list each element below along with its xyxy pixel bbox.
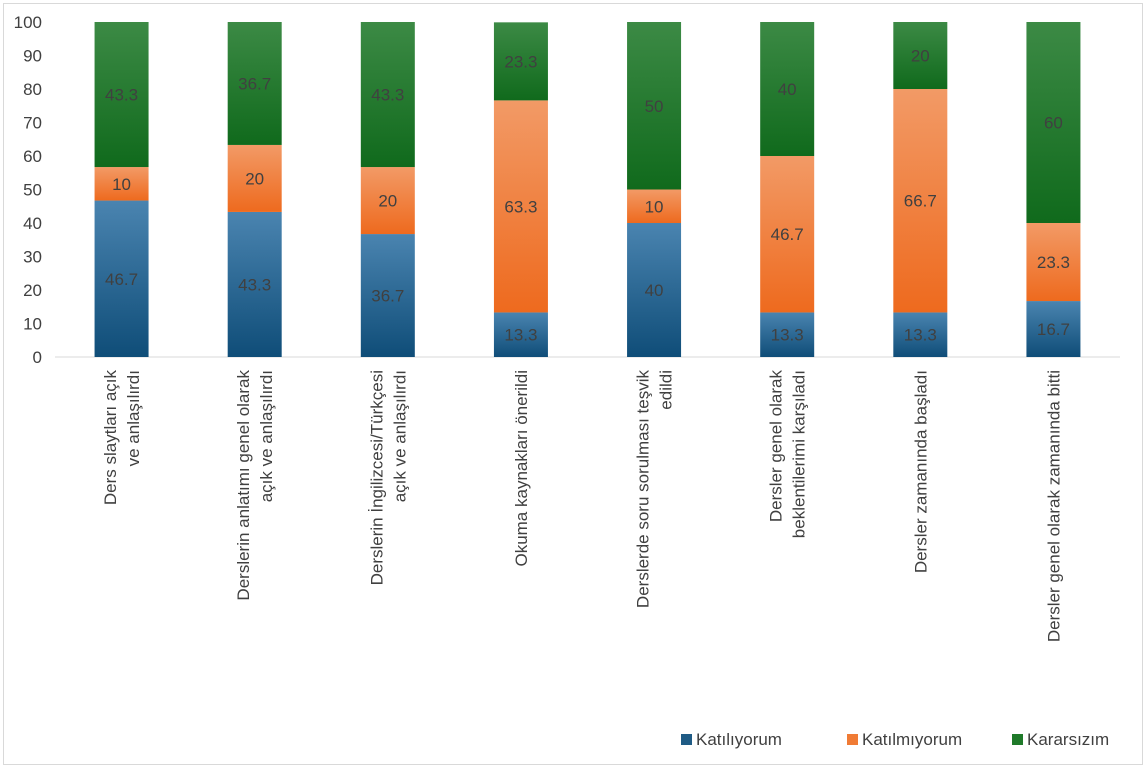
data-label-katilmiyorum-6: 46.7 bbox=[771, 225, 804, 244]
data-label-katilmiyorum-3: 20 bbox=[378, 192, 397, 211]
data-label-katilmiyorum-5: 10 bbox=[645, 197, 664, 216]
bar-katiliyorum-7 bbox=[893, 312, 948, 357]
data-label-kararsizim-7: 20 bbox=[911, 47, 930, 66]
legend-swatch-katiliyorum bbox=[681, 734, 692, 745]
y-tick-label-100: 100 bbox=[14, 13, 42, 32]
category-label-line: Ders slaytları açık bbox=[101, 370, 120, 506]
bar-kararsizim-6 bbox=[760, 22, 815, 156]
data-label-kararsizim-6: 40 bbox=[778, 80, 797, 99]
bar-katiliyorum-5 bbox=[627, 223, 682, 357]
category-label-1: Ders slaytları açık ve anlaşılırdı bbox=[101, 370, 143, 506]
data-label-kararsizim-1: 43.3 bbox=[105, 86, 138, 105]
legend-label-katiliyorum: Katılıyorum bbox=[696, 730, 782, 749]
category-label-line: Dersler genel olarak bbox=[767, 370, 786, 523]
data-label-katiliyorum-8: 16.7 bbox=[1037, 320, 1070, 339]
y-tick-label-60: 60 bbox=[23, 147, 42, 166]
category-label-line: Derslerde soru sorulması teşvik bbox=[634, 370, 653, 609]
bar-katiliyorum-1 bbox=[94, 200, 149, 357]
bar-katiliyorum-2 bbox=[227, 211, 282, 357]
data-label-katilmiyorum-7: 66.7 bbox=[904, 192, 937, 211]
bar-katilmiyorum-6 bbox=[760, 156, 815, 313]
bar-katilmiyorum-4 bbox=[493, 100, 548, 313]
y-tick-label-80: 80 bbox=[23, 80, 42, 99]
data-label-kararsizim-3: 43.3 bbox=[371, 86, 404, 105]
bar-katilmiyorum-2 bbox=[227, 144, 282, 212]
bar-katilmiyorum-7 bbox=[893, 89, 948, 313]
data-label-katiliyorum-5: 40 bbox=[645, 281, 664, 300]
legend-swatch-kararsizim bbox=[1012, 734, 1023, 745]
data-label-katilmiyorum-4: 63.3 bbox=[504, 197, 537, 216]
bar-kararsizim-3 bbox=[360, 22, 415, 168]
data-labels: 46.7 10 43.3 43.3 20 36.7 36.7 20 43.3 13.3 63.3 23… bbox=[105, 47, 1070, 345]
bar-katiliyorum-6 bbox=[760, 312, 815, 357]
bar-katilmiyorum-8 bbox=[1026, 223, 1081, 302]
category-label-line: Derslerin anlatımı genel olarak bbox=[234, 370, 253, 601]
category-label-2: Derslerin anlatımı genel olarak açık ve a… bbox=[234, 370, 276, 601]
bar-katilmiyorum-1 bbox=[94, 167, 149, 201]
data-label-katiliyorum-2: 43.3 bbox=[238, 275, 271, 294]
y-tick-label-90: 90 bbox=[23, 47, 42, 66]
bar-kararsizim-7 bbox=[893, 22, 948, 89]
data-label-kararsizim-8: 60 bbox=[1044, 114, 1063, 133]
y-tick-label-10: 10 bbox=[23, 315, 42, 334]
legend-label-katilmiyorum: Katılmıyorum bbox=[862, 730, 962, 749]
y-axis: 0 10 20 30 40 50 60 70 80 90 100 bbox=[14, 13, 1120, 367]
category-label-line: edildi bbox=[657, 370, 676, 410]
data-label-katilmiyorum-8: 23.3 bbox=[1037, 253, 1070, 272]
y-tick-label-30: 30 bbox=[23, 248, 42, 267]
data-label-kararsizim-4: 23.3 bbox=[504, 52, 537, 71]
data-label-katiliyorum-7: 13.3 bbox=[904, 326, 937, 345]
category-label-8: Dersler genel olarak zamanında bitti bbox=[1044, 370, 1063, 642]
bars bbox=[94, 22, 1081, 357]
bar-kararsizim-2 bbox=[227, 22, 282, 145]
bar-katiliyorum-8 bbox=[1026, 301, 1081, 357]
category-label-line: ve anlaşılırdı bbox=[124, 370, 143, 466]
category-label-line: açık ve anlaşılırdı bbox=[390, 370, 409, 502]
legend: Katılıyorum Katılmıyorum Kararsızım bbox=[681, 730, 1109, 749]
data-label-kararsizim-5: 50 bbox=[645, 97, 664, 116]
data-label-katiliyorum-3: 36.7 bbox=[371, 287, 404, 306]
bar-kararsizim-1 bbox=[94, 22, 149, 168]
bar-katiliyorum-3 bbox=[360, 234, 415, 357]
category-label-line: Dersler genel olarak zamanında bitti bbox=[1044, 370, 1063, 642]
category-label-4: Okuma kaynakları önerildi bbox=[512, 370, 531, 567]
category-label-line: Derslerin İngilizcesi/Türkçesi bbox=[367, 370, 386, 585]
bar-katilmiyorum-3 bbox=[360, 167, 415, 235]
category-label-5: Derslerde soru sorulması teşvik edildi bbox=[634, 370, 676, 609]
y-tick-label-50: 50 bbox=[23, 181, 42, 200]
data-label-katilmiyorum-2: 20 bbox=[245, 169, 264, 188]
data-label-katiliyorum-4: 13.3 bbox=[504, 326, 537, 345]
bar-kararsizim-4 bbox=[493, 22, 548, 101]
data-label-katilmiyorum-1: 10 bbox=[112, 175, 131, 194]
bar-katilmiyorum-5 bbox=[627, 189, 682, 223]
y-tick-label-0: 0 bbox=[33, 348, 42, 367]
data-label-kararsizim-2: 36.7 bbox=[238, 74, 271, 93]
category-label-7: Dersler zamanında başladı bbox=[911, 370, 930, 573]
y-tick-label-70: 70 bbox=[23, 114, 42, 133]
category-label-line: açık ve anlaşılırdı bbox=[257, 370, 276, 502]
bar-kararsizim-8 bbox=[1026, 22, 1081, 223]
legend-label-kararsizim: Kararsızım bbox=[1027, 730, 1109, 749]
category-label-line: Dersler zamanında başladı bbox=[911, 370, 930, 573]
bar-katiliyorum-4 bbox=[493, 312, 548, 357]
category-label-3: Derslerin İngilizcesi/Türkçesi açık ve an… bbox=[367, 370, 409, 585]
y-tick-label-40: 40 bbox=[23, 214, 42, 233]
y-tick-label-20: 20 bbox=[23, 281, 42, 300]
bar-kararsizim-5 bbox=[627, 22, 682, 190]
data-label-katiliyorum-1: 46.7 bbox=[105, 270, 138, 289]
category-labels: Ders slaytları açık ve anlaşılırdı Dersler… bbox=[101, 370, 1063, 643]
category-label-line: beklentilerimi karşıladı bbox=[790, 370, 809, 538]
category-label-line: Okuma kaynakları önerildi bbox=[512, 370, 531, 567]
data-label-katiliyorum-6: 13.3 bbox=[771, 326, 804, 345]
chart-frame bbox=[3, 3, 1143, 765]
legend-swatch-katilmiyorum bbox=[847, 734, 858, 745]
category-label-6: Dersler genel olarak beklentilerimi karşı… bbox=[767, 370, 809, 539]
